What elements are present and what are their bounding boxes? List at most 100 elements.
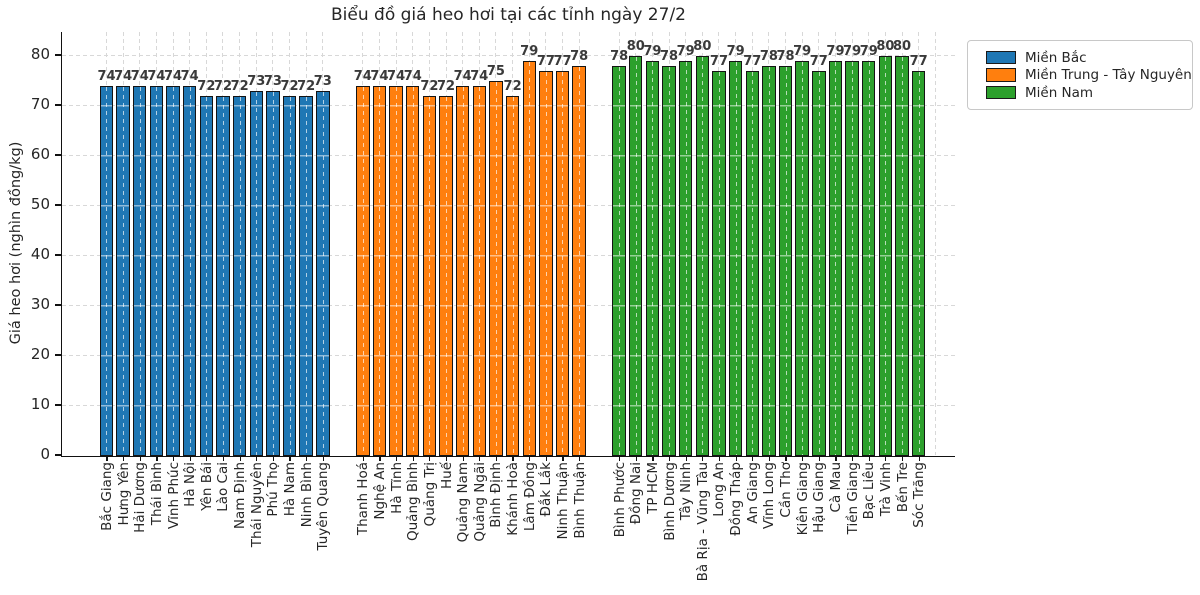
legend-swatch-1: [986, 68, 1016, 82]
x-tick-label: Hải Dương: [132, 462, 149, 533]
bar-value-label: 79: [843, 43, 862, 59]
bar-value-label: 80: [876, 38, 895, 54]
bar-centerline: [106, 86, 108, 455]
x-tick: [619, 456, 621, 461]
x-tick: [462, 456, 464, 461]
bar-value-label: 73: [247, 73, 266, 89]
bar-centerline: [718, 71, 720, 455]
bar-centerline: [802, 61, 804, 455]
y-tick: [54, 104, 62, 106]
bar-centerline: [835, 61, 837, 455]
bar-value-label: 74: [453, 68, 472, 84]
bar-value-label: 79: [520, 43, 539, 59]
x-tick: [495, 456, 498, 461]
bar-centerline: [495, 81, 497, 455]
bar-Sóc Trăng: [911, 70, 926, 456]
x-tick-label: Hà Tĩnh: [388, 462, 405, 514]
legend-item: Miền Trung - Tây Nguyên: [986, 67, 1192, 83]
y-tick-label: 50: [30, 195, 50, 213]
x-tick: [256, 456, 258, 461]
x-tick: [289, 456, 291, 461]
bar-Nghệ An: [372, 85, 387, 456]
bar-Trà Vinh: [878, 55, 893, 456]
bar-Tiền Giang: [845, 60, 859, 456]
bar-value-label: 72: [230, 78, 249, 94]
bar-value-label: 72: [197, 78, 216, 94]
bar-value-label: 79: [826, 43, 845, 59]
bar-Vĩnh Phúc: [166, 85, 180, 456]
x-tick-label: Nghệ An: [371, 462, 388, 520]
y-tick: [54, 454, 62, 456]
bar-value-label: 74: [147, 68, 166, 84]
bar-value-label: 72: [280, 78, 299, 94]
bar-centerline: [289, 96, 291, 455]
bar-centerline: [429, 96, 431, 455]
bar-centerline: [818, 71, 820, 455]
x-tick-labels: Bắc Giang Hưng Yên Hải Dương Thái Bình Vĩnh …: [62, 462, 955, 594]
x-tick-label: Bình Thuận: [571, 462, 588, 539]
gridline-v: [934, 32, 936, 455]
y-tick-label: 80: [30, 45, 50, 63]
bar-Khánh Hoà: [505, 95, 520, 456]
x-tick: [189, 456, 191, 461]
bar-centerline: [222, 96, 224, 455]
bar-Hà Tĩnh: [389, 85, 403, 456]
x-tick: [685, 456, 687, 461]
x-tick-label: Long An: [711, 462, 728, 517]
x-tick-label: Tây Ninh: [678, 462, 695, 521]
x-tick: [322, 456, 324, 461]
bar-centerline: [685, 61, 687, 455]
y-tick-label: 60: [30, 145, 50, 163]
x-tick: [239, 456, 241, 461]
bar-An Giang: [745, 70, 759, 456]
chart-title: Biểu đồ giá heo hơi tại các tỉnh ngày 27…: [331, 5, 686, 25]
bar-Quảng Bình: [406, 85, 420, 456]
bar-value-label: 72: [436, 78, 456, 94]
bar-centerline: [852, 61, 854, 455]
x-tick: [802, 456, 804, 461]
bar-centerline: [785, 66, 787, 455]
bar-value-label: 77: [709, 53, 729, 69]
bar-value-label: 79: [726, 43, 745, 59]
bar-Lào Cai: [216, 95, 230, 456]
bar-centerline: [619, 66, 621, 455]
x-tick: [379, 456, 381, 461]
bar-value-label: 72: [213, 78, 233, 94]
x-tick-label: Huế: [438, 462, 455, 490]
bar-value-label: 77: [909, 53, 928, 69]
bar-TP HCM: [645, 60, 660, 456]
bar-centerline: [652, 61, 654, 455]
x-tick-label: An Giang: [744, 462, 761, 524]
x-tick: [652, 456, 654, 461]
y-tick-label: 70: [30, 95, 50, 113]
x-tick: [835, 456, 837, 461]
x-tick-label: Tiền Giang: [844, 462, 861, 535]
x-tick-label: Ninh Thuận: [555, 462, 571, 540]
bar-centerline: [545, 71, 547, 455]
bar-centerline: [173, 86, 175, 455]
x-tick-label: Bắc Giang: [99, 462, 115, 531]
bar-centerline: [529, 61, 531, 455]
x-tick-label: Kiên Giang: [794, 462, 811, 536]
x-tick: [918, 456, 920, 461]
bar-Đồng Tháp: [728, 60, 743, 456]
x-tick: [768, 456, 770, 461]
bar-Hưng Yên: [116, 85, 130, 456]
x-tick-label: Vĩnh Long: [761, 462, 778, 530]
bar-centerline: [189, 86, 191, 455]
bar-centerline: [885, 56, 887, 455]
bar-centerline: [139, 86, 141, 455]
bar-Đắk Lắk: [539, 70, 553, 456]
bar-Hà Nam: [282, 95, 297, 456]
x-tick-label: Sóc Trăng: [911, 462, 928, 528]
bar-value-label: 79: [676, 43, 695, 59]
bar-centerline: [239, 96, 241, 455]
bar-value-label: 77: [743, 53, 762, 69]
bar-value-label: 74: [114, 68, 133, 84]
x-tick-label: Tuyên Quang: [315, 462, 332, 551]
x-tick: [818, 456, 820, 461]
legend-label: Miền Trung - Tây Nguyên: [1025, 67, 1192, 83]
bar-value-label: 79: [793, 43, 812, 59]
x-tick-label: Quảng Bình: [405, 462, 422, 541]
bar-value-label: 78: [776, 48, 795, 64]
